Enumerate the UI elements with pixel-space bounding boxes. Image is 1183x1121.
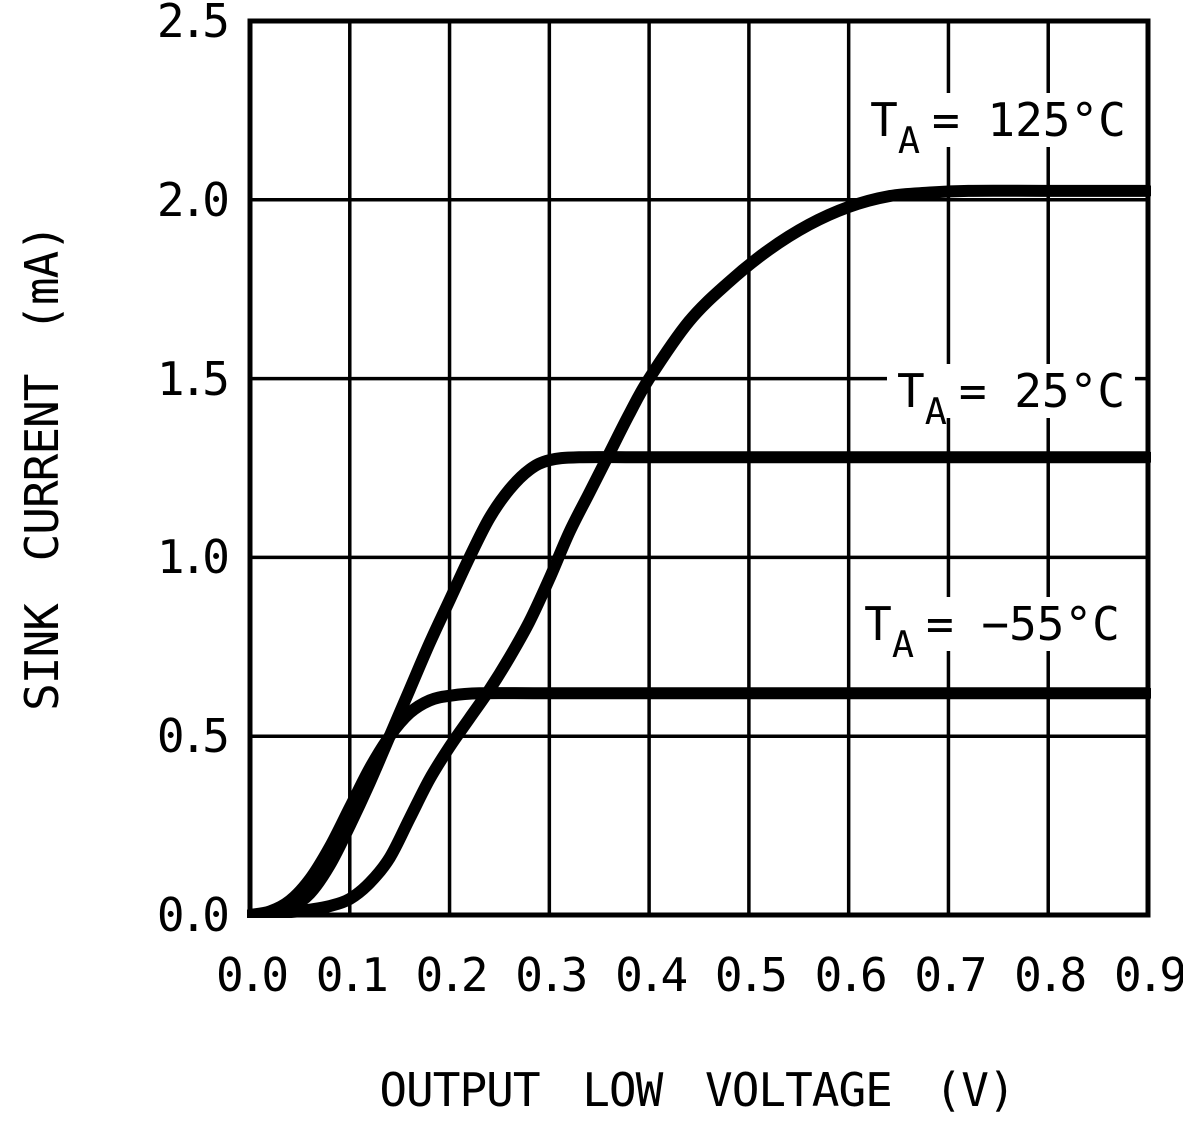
temp-value: = −55°C: [925, 597, 1120, 651]
curve-label-ta-minus55c: TA = −55°C: [854, 597, 1130, 663]
curve-ta-125degc: [247, 184, 1151, 918]
plot-border: [247, 18, 1151, 918]
x-tick-label-0.4: 0.4: [615, 948, 688, 1002]
curve-label-ta-125c: TA = 125°C: [860, 93, 1136, 159]
x-tick-label-0.0: 0.0: [215, 948, 289, 1002]
temp-symbol: T: [870, 93, 898, 147]
y-tick-label-0.0: 0.0: [156, 888, 230, 942]
curve-ta-25degc: [247, 451, 1151, 918]
y-tick-label-1.0: 1.0: [156, 530, 230, 585]
x-tick-label-0.7: 0.7: [914, 948, 987, 1002]
x-tick-label-0.2: 0.2: [415, 948, 489, 1002]
y-tick-label-1.5: 1.5: [156, 351, 230, 406]
y-axis-title: SINK CURRENT (mA): [15, 225, 69, 711]
x-tick-label-0.1: 0.1: [315, 948, 389, 1002]
curve-ta-55degc: [247, 687, 1151, 918]
temp-symbol: T: [896, 364, 925, 418]
x-axis-title: OUTPUT LOW VOLTAGE (V): [379, 1063, 1015, 1117]
y-tick-label-0.5: 0.5: [156, 709, 230, 764]
temp-value: = 125°C: [931, 93, 1126, 147]
curve-label-ta-25c: TA = 25°C: [886, 364, 1136, 430]
x-tick-label-0.9: 0.9: [1113, 948, 1183, 1002]
temp-symbol: T: [864, 597, 892, 651]
temp-subscript: A: [897, 118, 920, 162]
x-tick-label-0.5: 0.5: [714, 948, 788, 1002]
x-tick-label-0.8: 0.8: [1014, 948, 1087, 1002]
y-tick-label-2.5: 2.5: [156, 0, 230, 48]
x-tick-label-0.6: 0.6: [814, 948, 888, 1002]
y-tick-label-2.0: 2.0: [156, 172, 230, 227]
temp-value: = 25°C: [958, 364, 1126, 418]
x-tick-label-0.3: 0.3: [515, 948, 588, 1002]
temp-subscript: A: [924, 389, 947, 433]
temp-subscript: A: [891, 622, 914, 666]
